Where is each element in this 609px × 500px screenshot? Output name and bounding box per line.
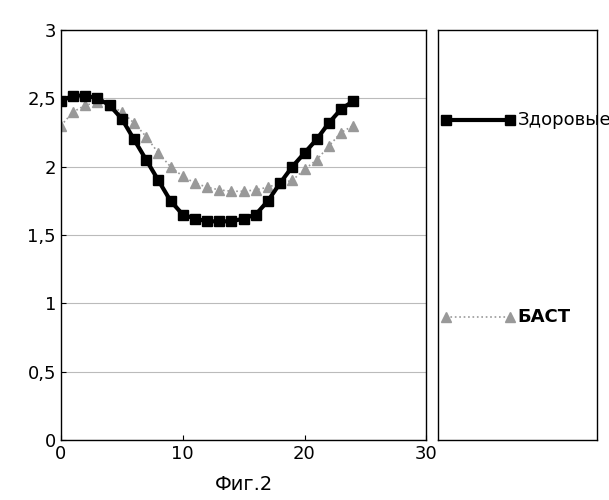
Text: Здоровые: Здоровые <box>518 111 609 129</box>
Text: БАСТ: БАСТ <box>518 308 571 326</box>
Text: Фиг.2: Фиг.2 <box>214 475 273 494</box>
